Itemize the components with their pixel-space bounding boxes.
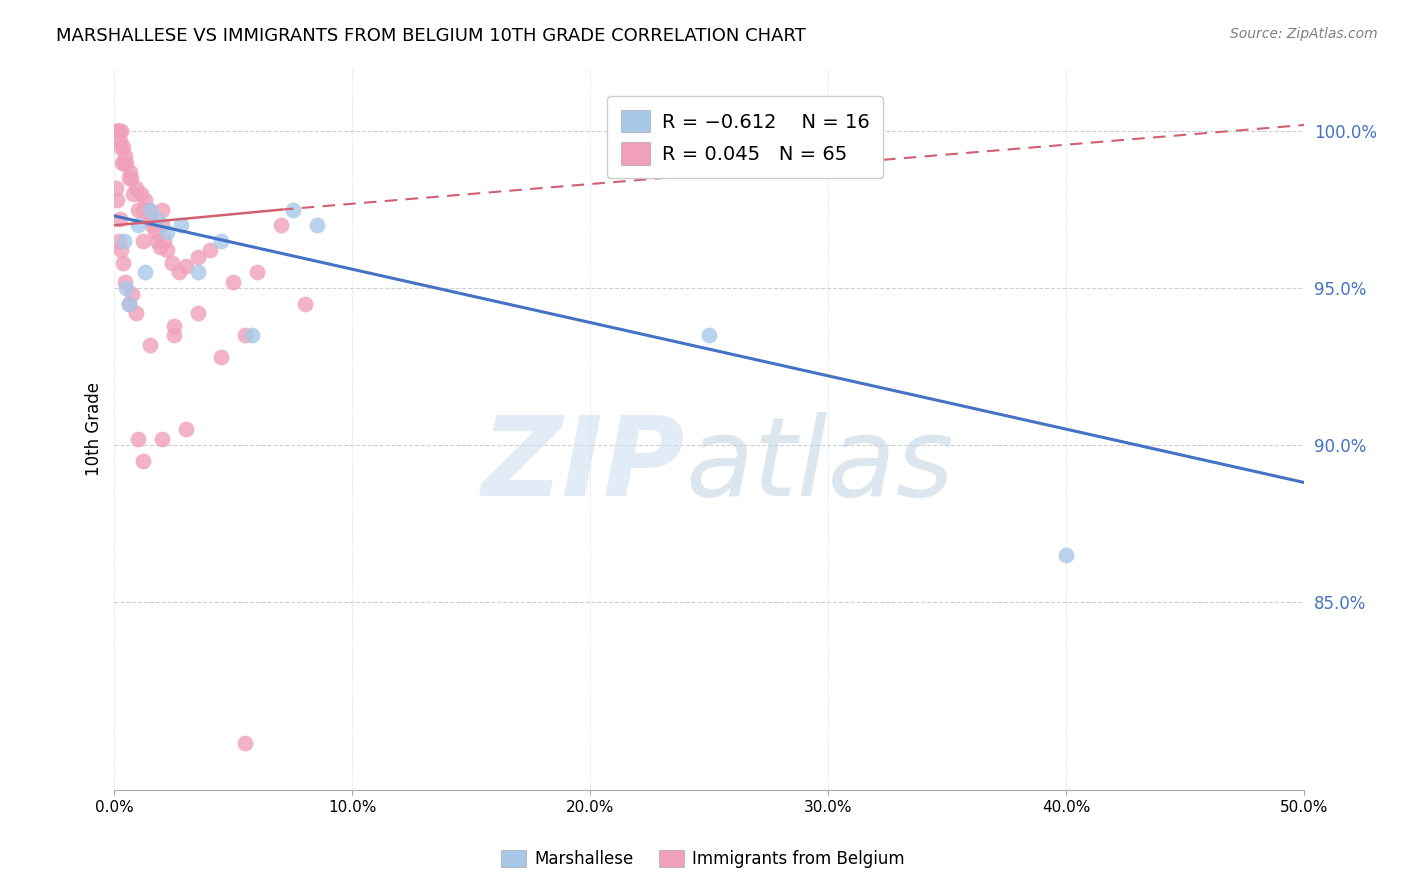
Point — [127, 202, 149, 217]
Point — [132, 234, 155, 248]
Point — [110, 155, 132, 169]
Point — [233, 328, 256, 343]
Point — [222, 275, 245, 289]
Point — [305, 219, 328, 233]
Point — [111, 256, 134, 270]
Point — [105, 180, 128, 194]
Point — [105, 124, 128, 138]
Point — [107, 124, 129, 138]
Point — [281, 202, 304, 217]
Point — [114, 275, 136, 289]
Point — [167, 265, 190, 279]
Point — [150, 219, 173, 233]
Point — [107, 234, 129, 248]
Point — [129, 186, 152, 201]
Point — [136, 202, 159, 217]
Point — [160, 256, 183, 270]
Point — [187, 265, 209, 279]
Point — [115, 155, 138, 169]
Point — [108, 124, 131, 138]
Point — [118, 165, 141, 179]
Point — [198, 244, 221, 258]
Point — [149, 240, 172, 254]
Point — [122, 186, 145, 201]
Point — [170, 219, 193, 233]
Point — [143, 225, 166, 239]
Legend: R = −0.612    N = 16, R = 0.045   N = 65: R = −0.612 N = 16, R = 0.045 N = 65 — [607, 96, 883, 178]
Point — [242, 328, 264, 343]
Text: atlas: atlas — [686, 412, 955, 519]
Point — [110, 244, 132, 258]
Point — [115, 281, 138, 295]
Point — [141, 219, 163, 233]
Point — [187, 250, 209, 264]
Text: ZIP: ZIP — [482, 412, 686, 519]
Point — [127, 432, 149, 446]
Point — [125, 306, 148, 320]
Point — [233, 736, 256, 750]
Point — [108, 212, 131, 227]
Point — [211, 350, 233, 364]
Point — [118, 171, 141, 186]
Point — [114, 149, 136, 163]
Point — [120, 171, 142, 186]
Point — [174, 422, 197, 436]
Text: MARSHALLESE VS IMMIGRANTS FROM BELGIUM 10TH GRADE CORRELATION CHART: MARSHALLESE VS IMMIGRANTS FROM BELGIUM 1… — [56, 27, 806, 45]
Point — [139, 212, 162, 227]
Point — [270, 219, 292, 233]
Point — [174, 259, 197, 273]
Point — [107, 124, 129, 138]
Point — [134, 193, 156, 207]
Point — [211, 234, 233, 248]
Point — [163, 328, 186, 343]
Point — [118, 297, 141, 311]
Y-axis label: 10th Grade: 10th Grade — [86, 382, 103, 476]
Point — [121, 287, 143, 301]
Legend: Marshallese, Immigrants from Belgium: Marshallese, Immigrants from Belgium — [495, 843, 911, 875]
Point — [294, 297, 316, 311]
Point — [150, 202, 173, 217]
Point — [112, 155, 135, 169]
Point — [153, 234, 176, 248]
Point — [156, 225, 179, 239]
Text: Source: ZipAtlas.com: Source: ZipAtlas.com — [1230, 27, 1378, 41]
Point — [139, 212, 162, 227]
Point — [105, 124, 128, 138]
Point — [1054, 548, 1077, 562]
Point — [110, 124, 132, 138]
Point — [110, 140, 132, 154]
Point — [127, 219, 149, 233]
Point — [246, 265, 269, 279]
Point — [163, 318, 186, 333]
Point — [139, 337, 162, 351]
Point — [125, 180, 148, 194]
Point — [139, 202, 162, 217]
Point — [150, 432, 173, 446]
Point — [156, 244, 179, 258]
Point — [118, 297, 141, 311]
Point — [108, 134, 131, 148]
Point — [146, 212, 169, 227]
Point — [132, 202, 155, 217]
Point — [132, 453, 155, 467]
Point — [111, 140, 134, 154]
Point — [112, 234, 135, 248]
Point — [187, 306, 209, 320]
Point — [105, 193, 128, 207]
Point — [104, 124, 127, 138]
Point — [697, 328, 720, 343]
Point — [134, 265, 156, 279]
Point — [146, 234, 169, 248]
